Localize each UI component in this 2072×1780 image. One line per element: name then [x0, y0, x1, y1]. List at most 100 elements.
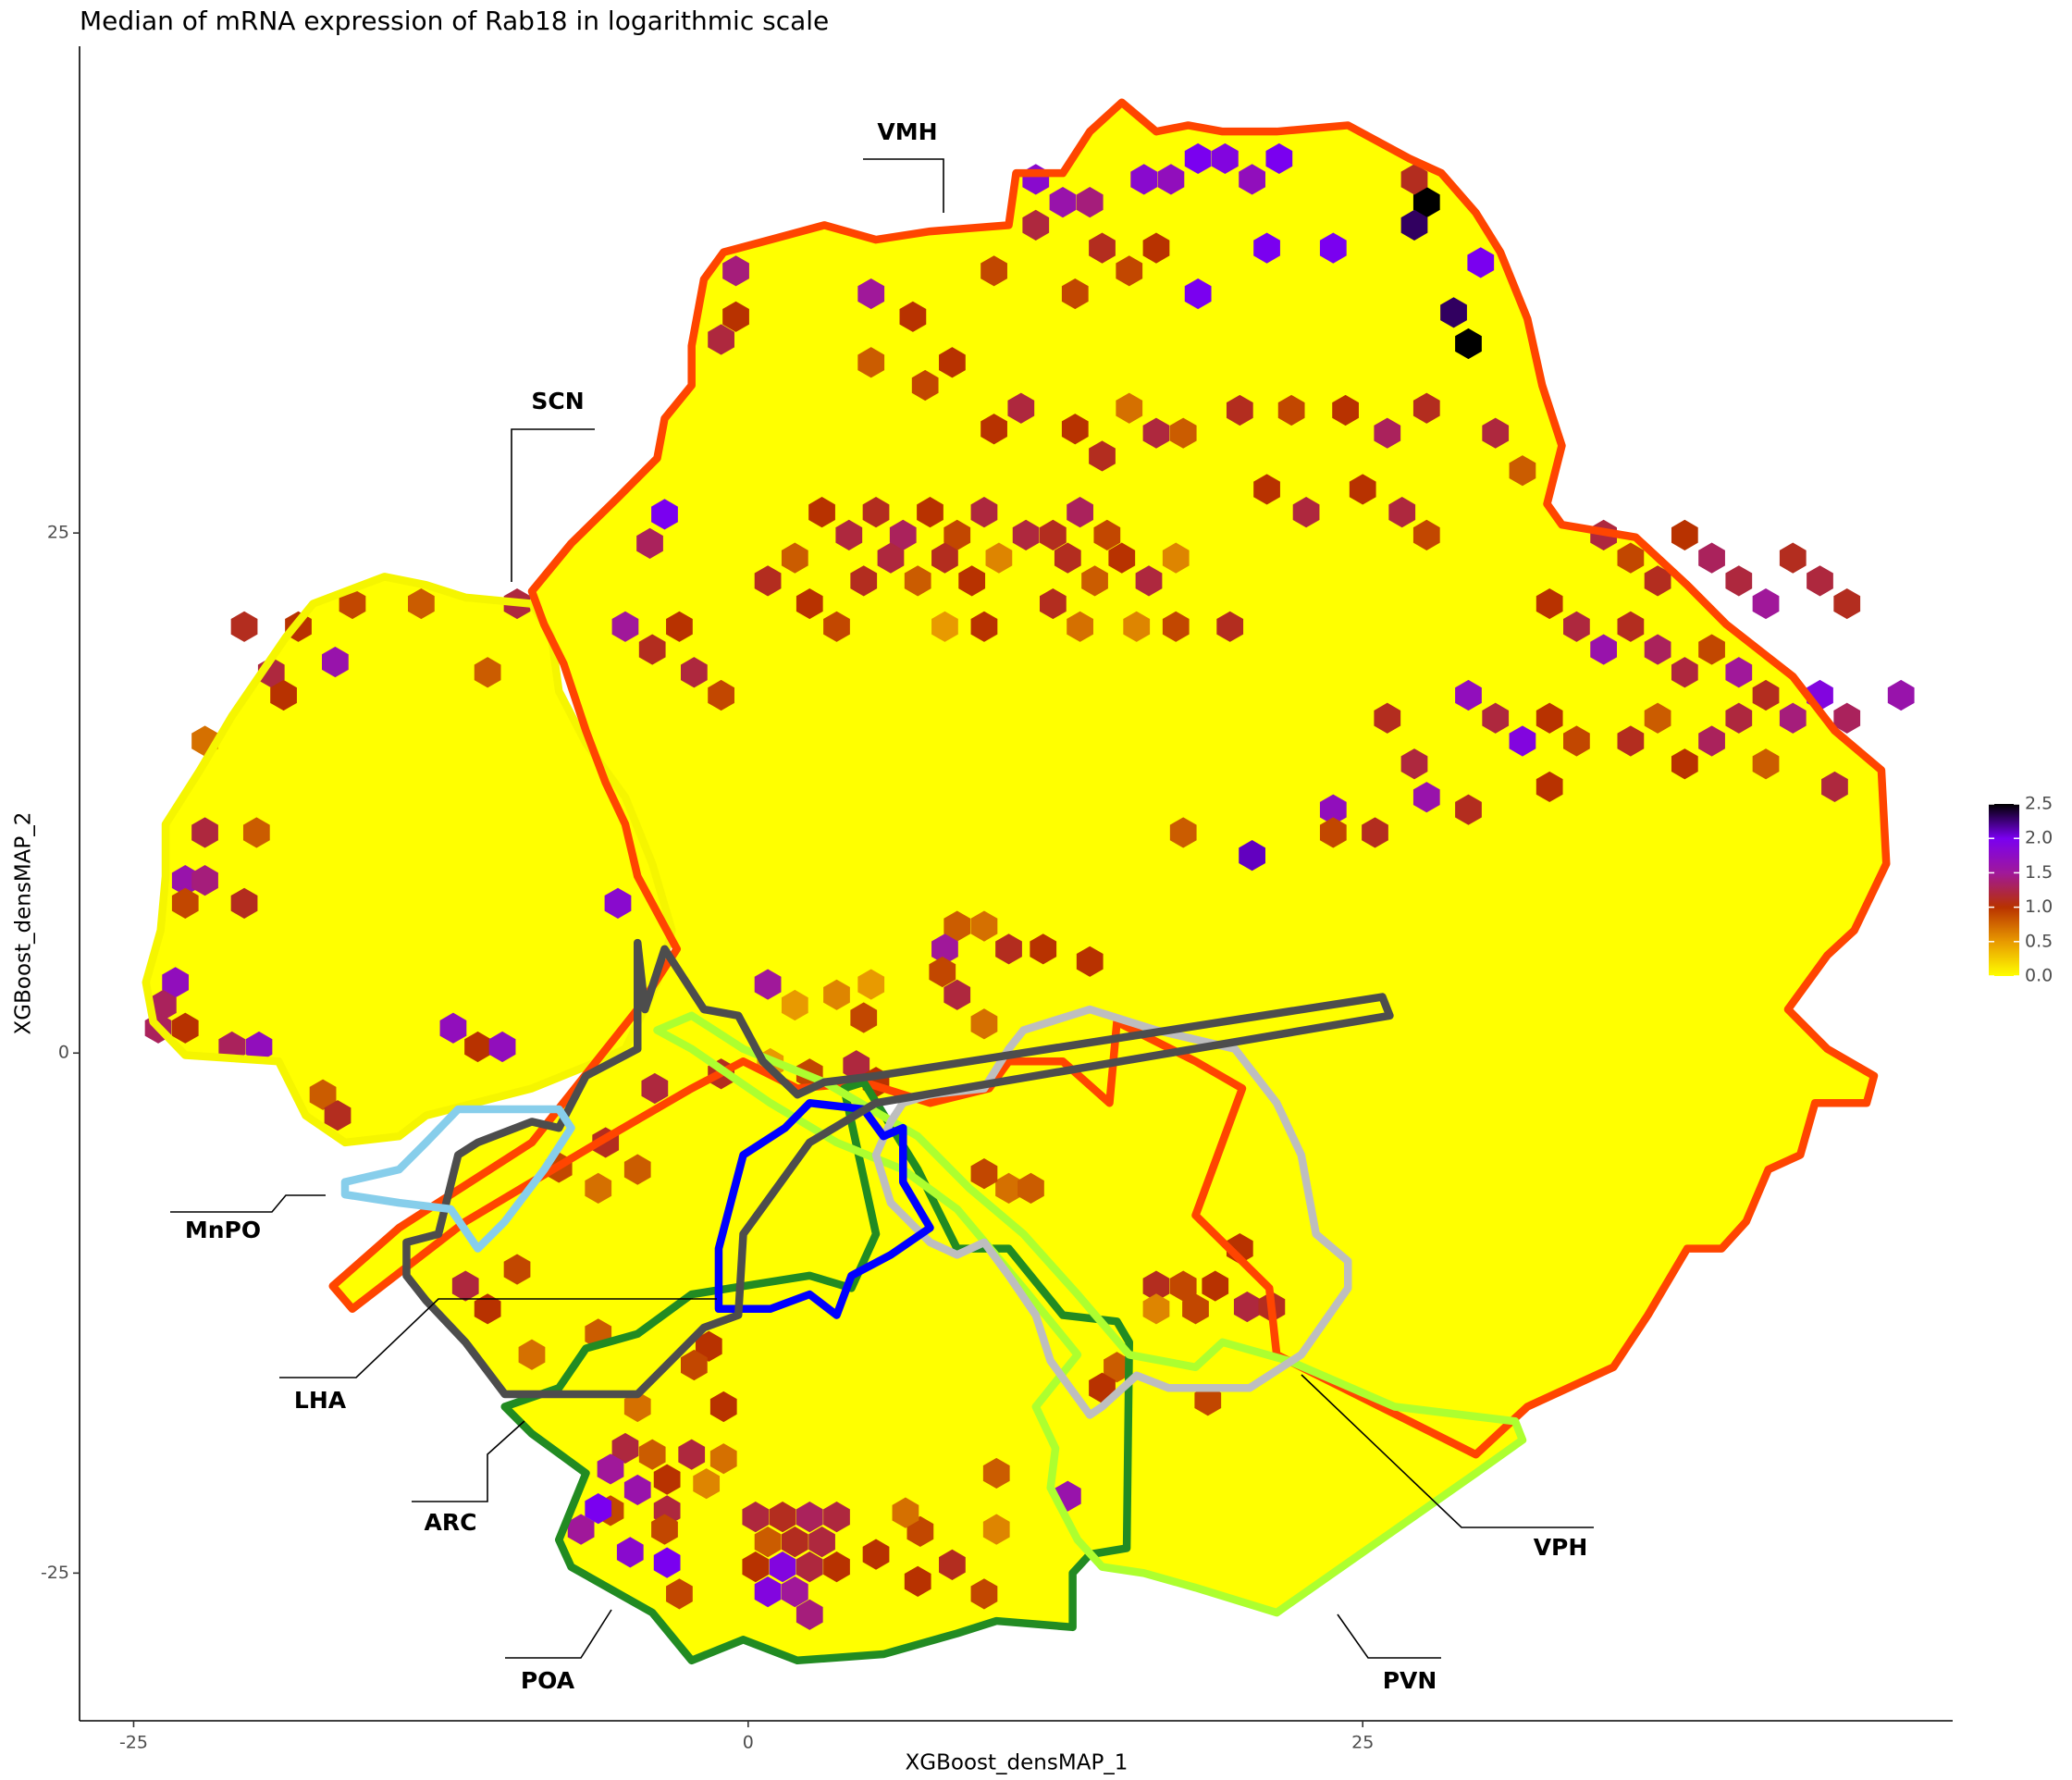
colorbar-tick-label: 0.5 — [2025, 931, 2053, 951]
hexbin — [636, 527, 663, 559]
hexbin — [1116, 255, 1143, 287]
hexbin — [611, 611, 639, 642]
hexbin — [1081, 565, 1108, 597]
hexbin — [1644, 702, 1671, 734]
hexbin — [1671, 657, 1698, 688]
hexbin — [796, 1551, 823, 1583]
colorbar-tick-label: 2.0 — [2025, 828, 2053, 848]
hexbin — [781, 1527, 808, 1558]
hexbin — [1644, 565, 1671, 597]
hexbin — [1277, 394, 1305, 426]
hexbin — [191, 817, 218, 848]
hexbin — [1169, 1270, 1197, 1302]
hexbin — [931, 611, 958, 642]
hexbin — [1698, 542, 1725, 574]
leader-line — [1337, 1613, 1441, 1659]
hexbin — [709, 1391, 737, 1423]
hexbin — [911, 369, 939, 402]
hexbin — [944, 979, 971, 1010]
hexbin — [1455, 794, 1482, 825]
y-tick-label: 25 — [47, 523, 69, 543]
hexbin — [1455, 679, 1482, 711]
leader-line — [170, 1194, 326, 1213]
hexbin — [1617, 611, 1645, 642]
hexbin — [171, 1012, 199, 1044]
hexbin — [1061, 278, 1089, 310]
hexbin — [808, 1527, 835, 1558]
hexbin — [1076, 187, 1104, 218]
hexbin — [339, 587, 366, 620]
hexbin — [678, 1439, 706, 1470]
leader-line — [505, 1609, 612, 1659]
hexbin — [958, 565, 986, 597]
hexbin — [191, 865, 218, 896]
hexbin — [970, 1578, 998, 1610]
hexbin — [970, 1008, 998, 1040]
hexbin — [1162, 611, 1190, 642]
hexbin — [474, 1293, 501, 1325]
hexbin — [1162, 542, 1190, 574]
hexbin — [889, 519, 917, 550]
hexbin — [1039, 587, 1067, 620]
colorbar-tick-label: 1.0 — [2025, 896, 2053, 917]
region-label: POA — [521, 1667, 575, 1694]
hexbin — [1644, 634, 1671, 665]
hexbin — [1482, 417, 1510, 449]
hexbin — [980, 414, 1007, 445]
hexbin — [1018, 1172, 1044, 1204]
hexbin — [742, 1502, 770, 1533]
hexbin — [944, 519, 971, 550]
hexbin — [1833, 702, 1861, 734]
hexbin — [1400, 209, 1428, 241]
hexbin — [1184, 278, 1212, 310]
hexbin — [666, 611, 693, 642]
hexbin — [1725, 657, 1753, 688]
hexbin — [1671, 519, 1698, 550]
hexbin — [823, 1502, 850, 1533]
hexbin — [1182, 1293, 1209, 1325]
hexbin — [1012, 519, 1040, 550]
hexbin — [1049, 187, 1077, 218]
hexbin — [1104, 1352, 1130, 1383]
hexbin — [823, 1551, 850, 1583]
hexbin — [850, 565, 878, 597]
hexbin — [1067, 497, 1093, 528]
hexbin — [1536, 587, 1563, 620]
hexbin — [638, 634, 666, 665]
hexbin — [1130, 164, 1158, 195]
hexbin — [1319, 794, 1347, 825]
hexbin — [1698, 634, 1725, 665]
hexbin — [850, 1002, 878, 1033]
hexbin — [1116, 392, 1143, 424]
leader-line — [511, 428, 595, 582]
hexbin — [899, 301, 927, 332]
colorbar-tick-label: 1.5 — [2025, 862, 2053, 883]
hexbin — [857, 969, 885, 1000]
hexbin — [1184, 142, 1212, 175]
hexbin — [982, 1514, 1010, 1545]
hexbin — [623, 1474, 651, 1506]
hexbin — [1455, 328, 1482, 360]
hexbin — [149, 989, 177, 1021]
hexbin — [1467, 247, 1495, 278]
region-outline — [328, 98, 1891, 1459]
hexbin — [939, 1549, 966, 1580]
hexbin — [1169, 817, 1197, 848]
hexbin — [1142, 232, 1170, 264]
x-tick-label: 25 — [1351, 1733, 1374, 1753]
hexbin — [695, 1330, 722, 1362]
hexbin — [270, 679, 297, 711]
hexbin — [1349, 474, 1376, 505]
hexbin — [1089, 232, 1116, 264]
hexbin — [970, 910, 998, 942]
region-label: VPH — [1534, 1534, 1588, 1561]
hexbin — [1216, 611, 1244, 642]
hexbin — [1292, 497, 1320, 528]
hexbin — [1388, 497, 1416, 528]
hexbin — [518, 1339, 546, 1370]
hexbin — [754, 1576, 782, 1608]
hexbin — [995, 1172, 1022, 1204]
hexbin — [1239, 164, 1265, 195]
hexbin — [1617, 542, 1645, 574]
hexbin — [1412, 782, 1440, 813]
